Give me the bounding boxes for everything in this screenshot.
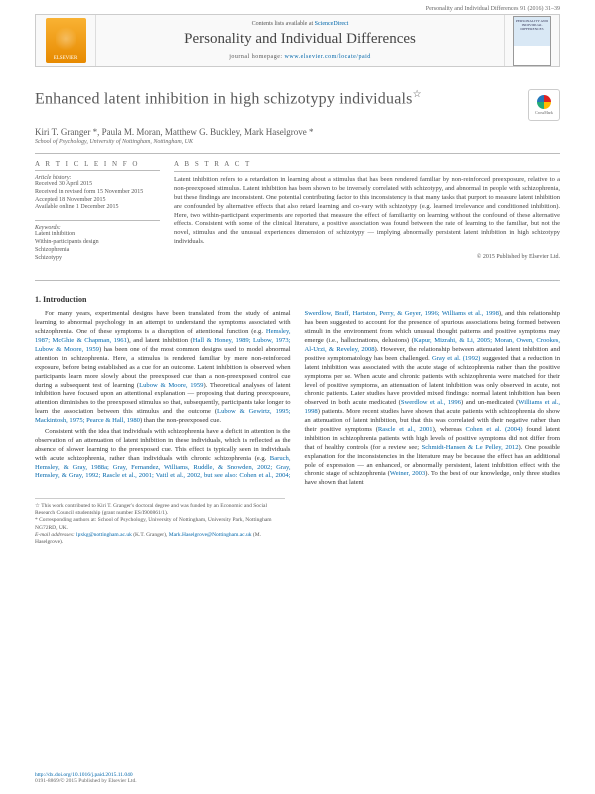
citation[interactable]: Cohen et al. (2004): [465, 426, 522, 433]
citation[interactable]: Weiner, 2003: [390, 470, 425, 477]
cover-thumb-cell: PERSONALITY AND INDIVIDUAL DIFFERENCES: [504, 15, 559, 66]
citation[interactable]: Schmidt-Hansen & Le Pelley, 2012: [422, 444, 519, 451]
contents-prefix: Contents lists available at: [252, 21, 315, 27]
footnote-corresponding: * Corresponding authors at: School of Ps…: [35, 517, 285, 531]
keyword-item: Within-participants design: [35, 239, 160, 247]
elsevier-logo: ELSEVIER: [46, 18, 86, 63]
info-heading: A R T I C L E I N F O: [35, 160, 160, 171]
crossmark-badge[interactable]: CrossMark: [528, 89, 560, 121]
homepage-link[interactable]: www.elsevier.com/locate/paid: [285, 54, 371, 60]
rule-bottom: [35, 280, 560, 281]
journal-cover-thumb: PERSONALITY AND INDIVIDUAL DIFFERENCES: [513, 16, 551, 66]
email-link[interactable]: Mark.Haselgrove@Nottingham.ac.uk: [169, 532, 252, 538]
journal-name: Personality and Individual Differences: [100, 31, 500, 48]
article-title: Enhanced latent inhibition in high schiz…: [35, 89, 422, 108]
abstract-text: Latent inhibition refers to a retardatio…: [174, 176, 560, 246]
article-history: Article history: Received 30 April 2015 …: [35, 175, 160, 212]
affiliation: School of Psychology, University of Nott…: [35, 139, 560, 145]
masthead: ELSEVIER Contents lists available at Sci…: [35, 14, 560, 67]
keywords-block: Keywords: Latent inhibition Within-parti…: [35, 225, 160, 262]
history-item: Accepted 18 November 2015: [35, 197, 160, 205]
title-footnote-mark: ☆: [413, 89, 422, 100]
page-footer: http://dx.doi.org/10.1016/j.paid.2015.11…: [35, 772, 560, 784]
header-right: Personality and Individual Differences 9…: [426, 6, 560, 12]
footnotes: ☆ This work contributed to Kiri T. Grang…: [35, 498, 285, 546]
homepage-prefix: journal homepage:: [229, 54, 284, 60]
publisher-name: ELSEVIER: [54, 56, 78, 61]
citation[interactable]: Swerdlow et al., 1996: [401, 399, 461, 406]
crossmark-label: CrossMark: [535, 110, 553, 115]
keyword-item: Schizotypy: [35, 255, 160, 263]
issn-line: 0191-8869/© 2015 Published by Elsevier L…: [35, 778, 137, 784]
sciencedirect-link[interactable]: ScienceDirect: [315, 21, 349, 27]
email-link[interactable]: lpxkg@nottingham.ac.uk: [76, 532, 132, 538]
article-info: A R T I C L E I N F O Article history: R…: [35, 160, 160, 270]
citation[interactable]: Gray et al. (1992): [432, 355, 480, 362]
footnote-emails: E-mail addresses: lpxkg@nottingham.ac.uk…: [35, 532, 285, 546]
author-list: Kiri T. Granger *, Paula M. Moran, Matth…: [35, 127, 560, 137]
footnote-funding: ☆ This work contributed to Kiri T. Grang…: [35, 503, 285, 517]
info-abstract-row: A R T I C L E I N F O Article history: R…: [35, 154, 560, 280]
contents-line: Contents lists available at ScienceDirec…: [100, 21, 500, 27]
crossmark-icon: [537, 95, 551, 109]
masthead-center: Contents lists available at ScienceDirec…: [96, 15, 504, 66]
title-text: Enhanced latent inhibition in high schiz…: [35, 90, 413, 107]
body-paragraph: For many years, experimental designs hav…: [35, 310, 291, 426]
homepage-line: journal homepage: www.elsevier.com/locat…: [100, 54, 500, 60]
running-header: Personality and Individual Differences 9…: [0, 0, 595, 14]
history-item: Received 30 April 2015: [35, 181, 160, 189]
section-heading: 1. Introduction: [35, 295, 560, 304]
history-item: Received in revised form 15 November 201…: [35, 189, 160, 197]
publisher-logo-cell: ELSEVIER: [36, 15, 96, 66]
history-item: Available online 1 December 2015: [35, 204, 160, 212]
abstract-heading: A B S T R A C T: [174, 160, 560, 172]
keyword-item: Schizophrenia: [35, 247, 160, 255]
citation[interactable]: Rascle et al., 2001: [378, 426, 433, 433]
abstract-copyright: © 2015 Published by Elsevier Ltd.: [174, 253, 560, 261]
info-divider: [35, 220, 160, 221]
citation[interactable]: Lubow & Moore, 1959: [139, 382, 203, 389]
keyword-item: Latent inhibition: [35, 231, 160, 239]
body-text: For many years, experimental designs hav…: [35, 310, 560, 488]
abstract: A B S T R A C T Latent inhibition refers…: [174, 160, 560, 270]
